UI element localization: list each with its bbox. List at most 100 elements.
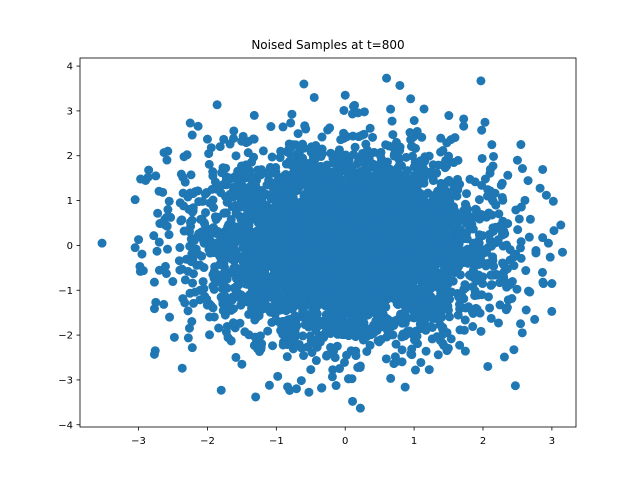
data-point bbox=[440, 264, 450, 274]
data-point bbox=[266, 190, 276, 200]
data-point bbox=[225, 241, 235, 251]
data-point bbox=[249, 291, 259, 301]
data-point bbox=[558, 247, 567, 257]
data-point bbox=[319, 187, 329, 197]
data-point bbox=[289, 167, 299, 177]
data-point bbox=[516, 319, 526, 329]
data-point bbox=[338, 319, 348, 329]
data-point bbox=[306, 365, 316, 375]
data-point bbox=[549, 226, 559, 236]
data-point bbox=[236, 215, 246, 225]
data-point bbox=[436, 147, 446, 157]
data-point bbox=[296, 154, 306, 164]
data-point bbox=[426, 292, 436, 302]
data-point bbox=[255, 331, 265, 341]
data-point bbox=[395, 80, 405, 90]
data-point bbox=[382, 73, 392, 83]
x-axis: −3 −2 −1 0 1 2 3 bbox=[131, 427, 555, 447]
data-point bbox=[531, 248, 541, 258]
data-point bbox=[339, 105, 349, 115]
data-point bbox=[397, 345, 407, 355]
data-point bbox=[249, 110, 259, 120]
data-point bbox=[420, 228, 430, 238]
data-point bbox=[364, 171, 374, 181]
data-point bbox=[218, 296, 228, 306]
data-point bbox=[304, 387, 314, 397]
data-point bbox=[299, 143, 309, 153]
data-point bbox=[538, 233, 548, 243]
data-point bbox=[168, 277, 178, 287]
data-point bbox=[236, 235, 246, 245]
data-point bbox=[474, 260, 484, 269]
data-point bbox=[358, 263, 368, 273]
data-point bbox=[288, 344, 298, 354]
data-point bbox=[386, 316, 396, 326]
data-point bbox=[232, 174, 242, 184]
data-point bbox=[268, 209, 278, 219]
data-point bbox=[436, 133, 446, 143]
data-point bbox=[488, 223, 498, 233]
data-point bbox=[272, 275, 282, 285]
data-point bbox=[454, 299, 464, 309]
data-point bbox=[485, 303, 495, 313]
data-point bbox=[235, 199, 245, 209]
data-point bbox=[437, 312, 447, 322]
data-point bbox=[509, 249, 519, 259]
data-point bbox=[498, 258, 508, 268]
data-point bbox=[451, 181, 461, 191]
data-point bbox=[459, 210, 469, 220]
data-point bbox=[414, 263, 424, 273]
data-point bbox=[477, 125, 487, 135]
data-point bbox=[430, 195, 440, 205]
data-point bbox=[438, 329, 448, 339]
data-point bbox=[319, 280, 329, 290]
data-point bbox=[319, 332, 329, 342]
data-point bbox=[376, 199, 386, 209]
data-point bbox=[321, 166, 331, 176]
data-point bbox=[443, 305, 453, 315]
data-point bbox=[389, 149, 399, 159]
data-point bbox=[391, 339, 401, 349]
data-point bbox=[417, 132, 427, 142]
data-point bbox=[162, 155, 172, 165]
data-point bbox=[350, 142, 360, 152]
data-point bbox=[359, 298, 369, 308]
data-point bbox=[263, 326, 273, 336]
data-point bbox=[366, 179, 376, 189]
data-point bbox=[343, 305, 353, 315]
data-point bbox=[97, 238, 107, 248]
data-point bbox=[404, 179, 414, 189]
data-point bbox=[503, 295, 513, 305]
data-point bbox=[339, 357, 349, 367]
data-point bbox=[408, 151, 418, 161]
data-point bbox=[419, 104, 429, 114]
data-point bbox=[183, 266, 193, 276]
data-point bbox=[229, 304, 239, 314]
data-point bbox=[446, 209, 456, 219]
data-point bbox=[409, 162, 419, 172]
data-point bbox=[349, 149, 359, 159]
data-point bbox=[354, 215, 364, 225]
data-point bbox=[467, 307, 477, 317]
data-point bbox=[342, 162, 352, 172]
data-point bbox=[412, 242, 422, 252]
data-point bbox=[503, 170, 513, 180]
data-point bbox=[433, 247, 443, 257]
data-point bbox=[200, 189, 210, 199]
data-point bbox=[219, 277, 229, 287]
data-point bbox=[401, 298, 411, 308]
data-point bbox=[343, 261, 353, 271]
data-point bbox=[225, 229, 235, 239]
data-point bbox=[130, 195, 140, 205]
data-point bbox=[153, 208, 163, 218]
data-point bbox=[187, 343, 197, 353]
data-point bbox=[512, 155, 522, 165]
data-point bbox=[397, 210, 407, 220]
data-point bbox=[489, 151, 499, 161]
data-point bbox=[513, 225, 523, 235]
data-point bbox=[208, 270, 218, 280]
data-point bbox=[452, 267, 462, 277]
data-point bbox=[240, 327, 250, 337]
data-point bbox=[286, 143, 296, 153]
data-point bbox=[229, 265, 239, 275]
